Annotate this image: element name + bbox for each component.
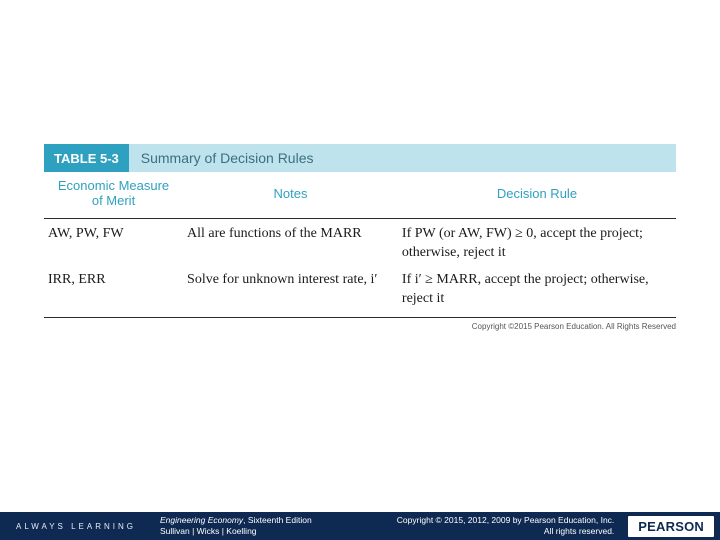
footer-bar: ALWAYS LEARNING Engineering Economy, Six… <box>0 512 720 540</box>
table-wrap: TABLE 5-3 Summary of Decision Rules Econ… <box>44 144 676 331</box>
always-learning-text: ALWAYS LEARNING <box>0 522 148 531</box>
slide-page: TABLE 5-3 Summary of Decision Rules Econ… <box>0 0 720 540</box>
table-row: AW, PW, FW All are functions of the MARR… <box>44 219 676 267</box>
table-inner-copyright: Copyright ©2015 Pearson Education. All R… <box>44 322 676 331</box>
table-title-bar: TABLE 5-3 Summary of Decision Rules <box>44 144 676 172</box>
col-header-measure-text: Economic Measureof Merit <box>58 178 169 208</box>
cell-rule: If PW (or AW, FW) ≥ 0, accept the projec… <box>398 219 676 267</box>
cell-measure: AW, PW, FW <box>44 219 183 267</box>
book-title-line: Engineering Economy, Sixteenth Edition <box>160 515 312 526</box>
cell-notes: All are functions of the MARR <box>183 219 398 267</box>
col-header-measure: Economic Measureof Merit <box>44 172 183 219</box>
table-header-row: Economic Measureof Merit Notes Decision … <box>44 172 676 219</box>
decision-rules-table: Economic Measureof Merit Notes Decision … <box>44 172 676 318</box>
pearson-logo: PEARSON <box>628 516 714 537</box>
col-header-rule: Decision Rule <box>398 172 676 219</box>
book-citation: Engineering Economy, Sixteenth Edition S… <box>148 515 312 536</box>
copyright-line2: All rights reserved. <box>397 526 615 537</box>
book-title: Engineering Economy <box>160 515 243 525</box>
table-label: TABLE 5-3 <box>44 144 129 172</box>
book-authors: Sullivan | Wicks | Koelling <box>160 526 312 537</box>
cell-measure: IRR, ERR <box>44 267 183 317</box>
col-header-notes: Notes <box>183 172 398 219</box>
table-title: Summary of Decision Rules <box>129 144 676 172</box>
copyright-line1: Copyright © 2015, 2012, 2009 by Pearson … <box>397 515 615 526</box>
footer-copyright: Copyright © 2015, 2012, 2009 by Pearson … <box>397 515 623 536</box>
table-row: IRR, ERR Solve for unknown interest rate… <box>44 267 676 317</box>
cell-rule: If i′ ≥ MARR, accept the project; otherw… <box>398 267 676 317</box>
cell-notes: Solve for unknown interest rate, i′ <box>183 267 398 317</box>
book-edition: , Sixteenth Edition <box>243 515 312 525</box>
